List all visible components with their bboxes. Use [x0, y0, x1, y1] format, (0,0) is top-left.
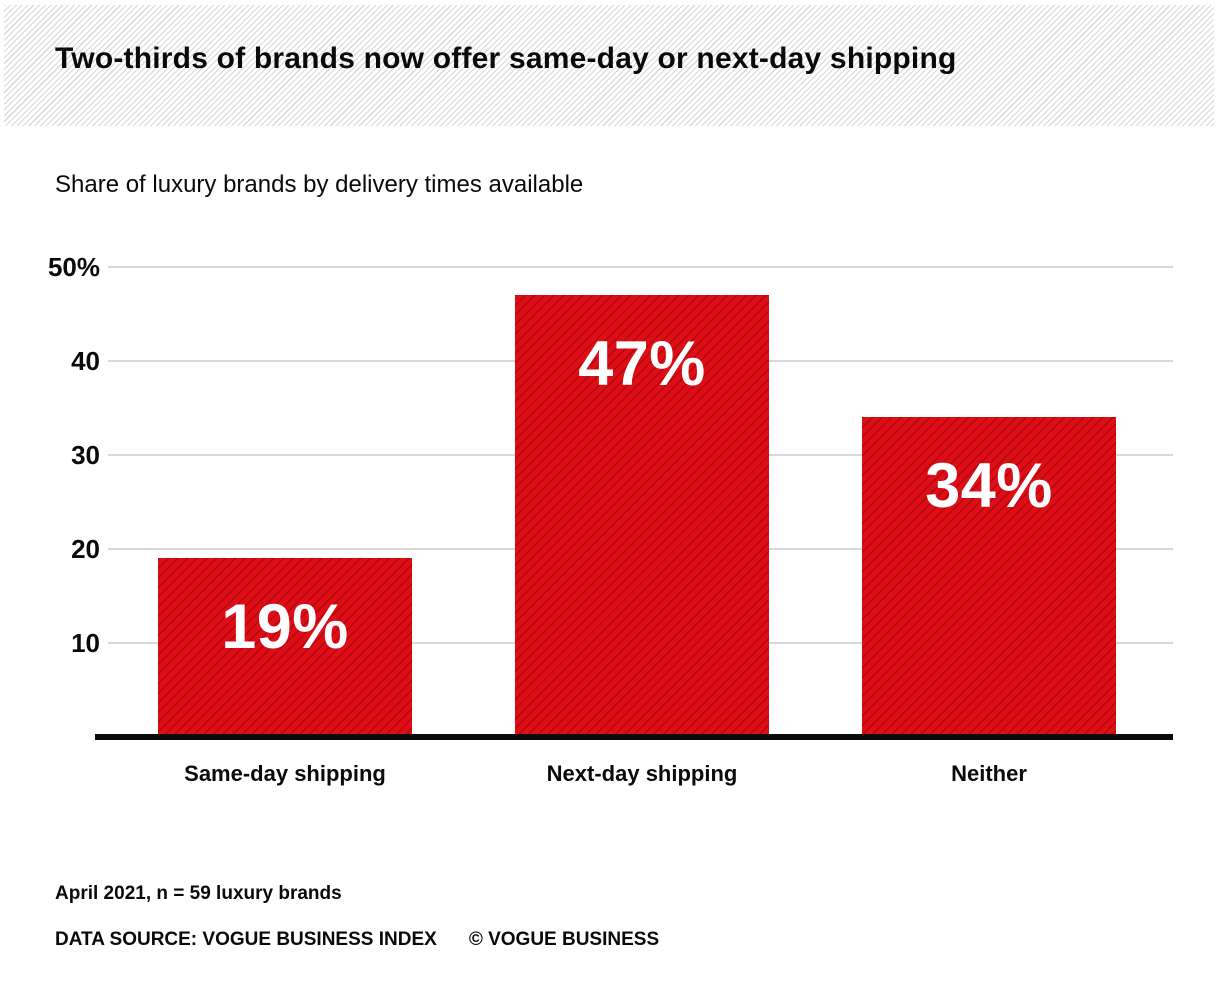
bar-value-label: 47%: [578, 329, 706, 399]
data-source: DATA SOURCE: VOGUE BUSINESS INDEX: [55, 929, 437, 950]
chart-subtitle: Share of luxury brands by delivery times…: [55, 171, 584, 198]
bar-neither: 34%: [862, 417, 1116, 737]
x-tick-label-next-day-shipping: Next-day shipping: [546, 761, 738, 786]
copyright: © VOGUE BUSINESS: [468, 929, 660, 950]
source-line: DATA SOURCE: VOGUE BUSINESS INDEX © VOGUE…: [55, 929, 659, 951]
x-tick-label-same-day-shipping: Same-day shipping: [184, 761, 386, 786]
bar-same-day-shipping: 19%: [158, 558, 412, 737]
header-stripe-band: Two-thirds of brands now offer same-day …: [4, 5, 1214, 126]
y-tick-label-40: 40: [71, 346, 100, 376]
x-axis-line: [95, 734, 1173, 740]
y-tick-label-30: 30: [71, 440, 100, 470]
footnote: April 2021, n = 59 luxury brands: [55, 883, 342, 904]
bar-value-label: 34%: [925, 451, 1053, 521]
y-tick-label-10: 10: [71, 628, 100, 658]
x-tick-label-neither: Neither: [951, 761, 1027, 786]
bar-value-label: 19%: [221, 592, 349, 662]
chart-headline: Two-thirds of brands now offer same-day …: [55, 42, 957, 75]
y-tick-label-50: 50%: [47, 252, 100, 282]
gridline-50: [108, 266, 1173, 268]
y-tick-label-20: 20: [71, 534, 100, 564]
bar-next-day-shipping: 47%: [515, 295, 769, 737]
